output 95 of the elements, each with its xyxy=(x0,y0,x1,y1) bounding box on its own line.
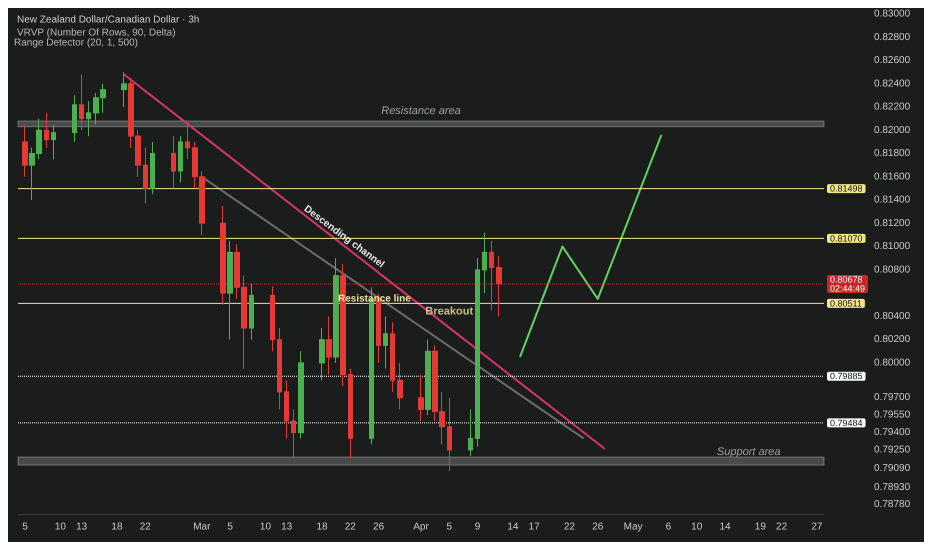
x-tick-label: Apr xyxy=(413,522,430,532)
candlestick xyxy=(489,240,494,312)
candlestick xyxy=(22,124,28,178)
x-tick-label: 9 xyxy=(474,522,481,532)
candlestick xyxy=(185,124,190,160)
candlestick xyxy=(298,350,304,439)
ref-line-label: 0.81070 xyxy=(830,233,863,244)
candlestick xyxy=(220,205,226,306)
x-tick-label: 10 xyxy=(260,522,272,532)
candlestick xyxy=(249,283,254,340)
ref-line-label: 0.79484 xyxy=(830,418,863,428)
x-tick-label: 26 xyxy=(373,522,385,532)
x-tick-label: 5 xyxy=(227,522,234,532)
y-tick-label: 0.81200 xyxy=(874,218,911,229)
y-tick-label: 0.78780 xyxy=(874,499,911,510)
x-tick-label: 22 xyxy=(564,522,576,532)
y-tick-label: 0.82200 xyxy=(874,102,911,113)
y-tick-label: 0.82600 xyxy=(874,55,911,66)
y-tick-label: 0.79090 xyxy=(874,463,911,474)
candlestick xyxy=(333,258,339,364)
ref-line-label: 0.80678 02:44:49 xyxy=(830,274,866,294)
x-tick-label: Mar xyxy=(193,522,212,532)
candlestick xyxy=(270,286,275,352)
x-tick-label: 17 xyxy=(528,522,540,532)
candlestick xyxy=(121,72,127,108)
candlestick xyxy=(284,380,289,439)
x-tick-label: 10 xyxy=(691,522,703,532)
x-tick-label: 14 xyxy=(719,522,732,532)
candlestick xyxy=(51,124,56,160)
y-tick-label: 0.80200 xyxy=(874,334,911,346)
candlestick xyxy=(397,362,403,410)
y-tick-label: 0.80400 xyxy=(874,310,911,322)
x-tick-label: 13 xyxy=(281,522,293,532)
ref-line-label: 0.81498 xyxy=(830,184,863,194)
ref-line-label: 0.80511 xyxy=(830,298,862,308)
candlestick xyxy=(178,136,183,184)
x-tick-label: 19 xyxy=(754,522,766,532)
x-tick-label: 26 xyxy=(592,522,604,532)
candlestick xyxy=(326,316,332,375)
y-tick-label: 0.80000 xyxy=(874,357,911,368)
y-tick-label: 0.81400 xyxy=(874,194,911,206)
y-tick-label: 0.82400 xyxy=(874,78,911,90)
candlestick xyxy=(150,141,155,195)
x-tick-label: 5 xyxy=(446,522,452,532)
x-tick-label: 14 xyxy=(507,522,519,532)
chart-title: New Zealand Dollar/Canadian Dollar · 3h xyxy=(17,14,200,26)
band-label: Support area xyxy=(716,446,780,458)
y-tick-label: 0.79700 xyxy=(874,392,911,404)
line-series xyxy=(518,134,662,358)
x-tick-label: 27 xyxy=(811,522,823,532)
text: VRVP (Number Of Rows, 90, Delta) xyxy=(17,28,176,38)
candlestick xyxy=(72,94,77,142)
y-tick-label: 0.81000 xyxy=(874,241,911,252)
candlestick xyxy=(468,408,473,456)
candlestick xyxy=(447,397,452,472)
y-tick-label: 0.82000 xyxy=(874,124,911,136)
candlestick xyxy=(79,74,84,131)
x-tick-label: 13 xyxy=(76,522,88,532)
candlestick xyxy=(418,374,424,422)
y-tick-label: 0.79400 xyxy=(874,427,911,438)
y-tick-label: 0.79550 xyxy=(874,410,911,421)
x-tick-label: May xyxy=(624,522,643,532)
candlestick xyxy=(171,136,176,189)
candlestick xyxy=(475,258,480,448)
y-tick-label: 0.78930 xyxy=(874,482,911,493)
y-tick-label: 0.80800 xyxy=(874,264,911,276)
candlestick xyxy=(44,112,49,148)
y-tick-label: 0.83000 xyxy=(874,8,911,20)
x-tick-label: 6 xyxy=(666,522,672,532)
candlestick xyxy=(482,232,487,294)
x-tick-label: 10 xyxy=(54,522,66,532)
ref-line-label: 0.79885 xyxy=(830,371,863,382)
candlestick xyxy=(496,255,502,317)
x-tick-label: 22 xyxy=(140,522,152,532)
candlestick xyxy=(390,322,395,392)
band-label: Resistance area xyxy=(381,104,461,117)
y-tick-label: 0.81600 xyxy=(874,171,911,182)
candlestick xyxy=(425,339,431,416)
y-tick-label: 0.79250 xyxy=(874,444,911,456)
x-tick-label: 18 xyxy=(316,522,328,532)
candlestick xyxy=(86,100,91,137)
annotation: Range Detector (20, 1, 500) xyxy=(14,38,138,48)
candlestick xyxy=(291,408,296,459)
candlestick xyxy=(277,327,282,410)
x-tick-label: 5 xyxy=(22,522,28,532)
x-tick-label: 18 xyxy=(111,522,123,532)
candlestick xyxy=(383,316,388,370)
candlestick xyxy=(143,147,148,204)
y-tick-label: 0.82800 xyxy=(874,32,911,43)
candlestick xyxy=(227,240,233,340)
x-tick-label: 22 xyxy=(344,522,356,532)
x-tick-label: 22 xyxy=(776,522,788,532)
candlestick xyxy=(348,368,353,459)
y-tick-label: 0.81800 xyxy=(874,148,911,160)
candlestick xyxy=(319,327,325,381)
